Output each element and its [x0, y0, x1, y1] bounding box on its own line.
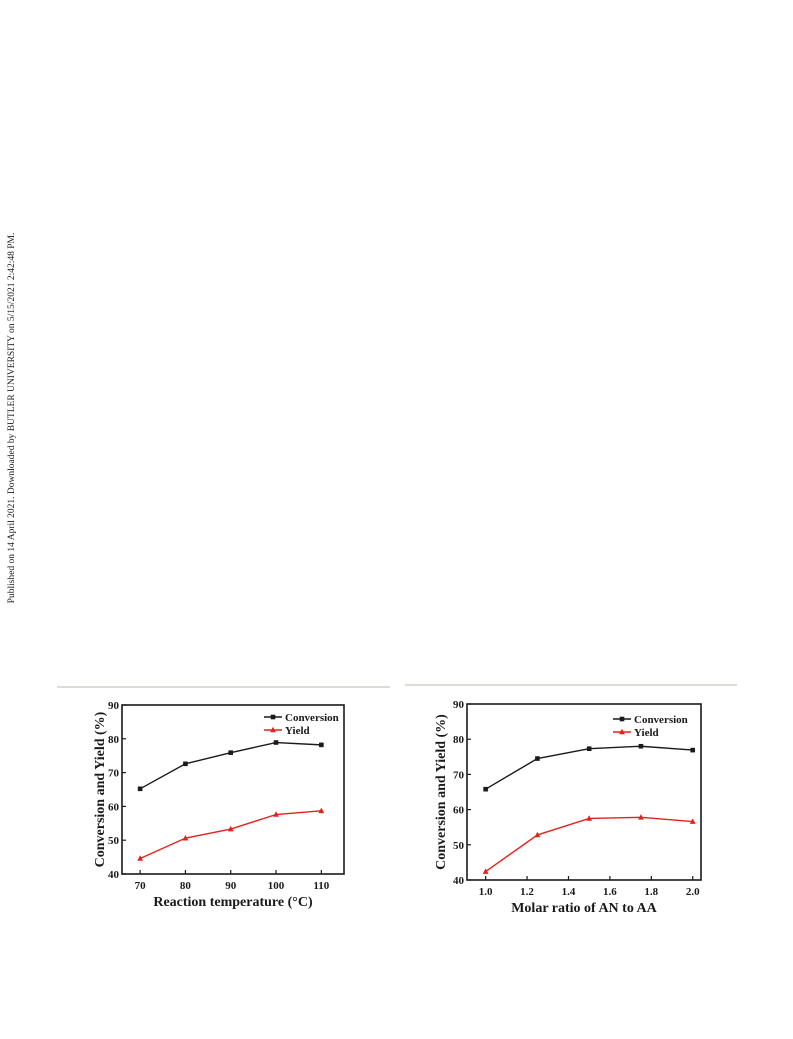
data-point-conversion [638, 743, 644, 749]
legend-marker-conversion [619, 716, 625, 722]
data-point-conversion [535, 756, 540, 761]
data-point-conversion [137, 786, 143, 792]
x-tick-label: 1.0 [479, 886, 493, 898]
data-point-yield [137, 855, 144, 861]
x-tick-label: 1.2 [520, 886, 534, 898]
x-tick-label: 1.4 [562, 886, 576, 898]
plot-frame [121, 704, 345, 875]
y-tick-label: 40 [453, 875, 465, 887]
y-tick-label: 70 [108, 768, 120, 780]
legend-marker-conversion [270, 714, 276, 720]
x-axis-label: Reaction temperature (°C) [153, 895, 313, 910]
data-point-conversion [228, 750, 234, 755]
x-tick-label: 110 [313, 880, 329, 892]
data-point-conversion [183, 761, 188, 767]
y-tick-label: 50 [108, 835, 120, 847]
caption-divider-left [57, 686, 390, 688]
legend-label-conversion: Conversion [634, 714, 688, 726]
y-tick-label: 90 [453, 699, 465, 711]
y-tick-label: 40 [108, 869, 120, 881]
data-point-yield [586, 815, 593, 821]
y-tick-label: 90 [108, 700, 120, 712]
x-tick-label: 80 [180, 880, 192, 892]
y-axis-label: Conversion and Yield (%) [93, 711, 108, 867]
data-point-conversion [690, 747, 696, 753]
legend-label-conversion: Conversion [285, 712, 339, 724]
data-point-conversion [586, 746, 592, 752]
legend-label-yield: Yield [634, 727, 659, 739]
caption-divider-right [405, 684, 737, 686]
y-tick-label: 60 [453, 805, 465, 817]
legend-marker-yield [270, 726, 276, 733]
data-point-yield [482, 868, 489, 874]
y-tick-label: 80 [453, 734, 465, 746]
plot-frame [466, 703, 702, 881]
y-tick-label: 50 [453, 840, 465, 852]
x-axis-label: Molar ratio of AN to AA [511, 901, 657, 916]
data-point-yield [638, 814, 644, 820]
data-point-yield [273, 811, 279, 817]
y-tick-label: 60 [108, 801, 120, 813]
x-tick-label: 70 [135, 880, 147, 892]
data-point-conversion [483, 786, 488, 792]
x-tick-label: 2.0 [686, 886, 700, 898]
series-line-yield [485, 816, 693, 873]
data-point-yield [182, 834, 189, 841]
x-tick-label: 100 [268, 880, 285, 892]
y-tick-label: 80 [108, 734, 120, 746]
data-point-conversion [319, 742, 324, 748]
data-point-yield [318, 807, 325, 814]
data-point-conversion [273, 740, 279, 745]
series-line-conversion [485, 745, 693, 790]
x-tick-label: 90 [225, 880, 237, 892]
x-tick-label: 1.6 [603, 886, 617, 898]
y-tick-label: 70 [453, 769, 465, 781]
legend-label-yield: Yield [285, 725, 310, 737]
data-point-yield [534, 831, 541, 838]
data-point-yield [227, 825, 234, 832]
legend-marker-yield [619, 728, 625, 735]
y-axis-label: Conversion and Yield (%) [434, 714, 449, 870]
data-point-yield [689, 818, 696, 824]
x-tick-label: 1.8 [644, 886, 658, 898]
